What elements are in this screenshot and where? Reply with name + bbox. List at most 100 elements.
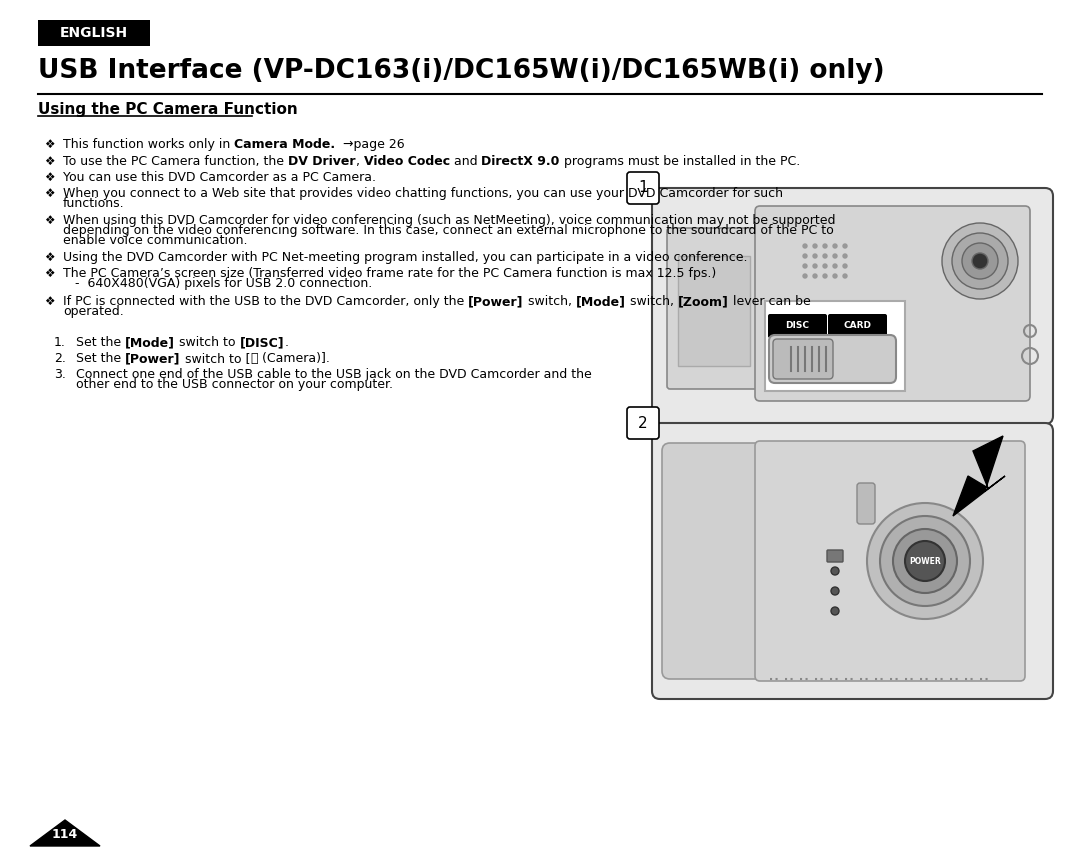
Circle shape xyxy=(804,274,807,278)
Text: →page 26: →page 26 xyxy=(336,138,405,151)
Circle shape xyxy=(813,264,816,268)
Circle shape xyxy=(831,567,839,575)
Text: When using this DVD Camcorder for video conferencing (such as NetMeeting), voice: When using this DVD Camcorder for video … xyxy=(63,214,836,227)
FancyBboxPatch shape xyxy=(773,339,833,379)
Circle shape xyxy=(831,607,839,615)
Circle shape xyxy=(843,274,847,278)
Text: When you connect to a Web site that provides video chatting functions, you can u: When you connect to a Web site that prov… xyxy=(63,187,783,200)
Text: enable voice communication.: enable voice communication. xyxy=(63,234,247,247)
FancyBboxPatch shape xyxy=(769,335,896,383)
Circle shape xyxy=(962,243,998,279)
Text: lever can be: lever can be xyxy=(729,295,810,308)
Text: operated.: operated. xyxy=(63,305,124,318)
FancyBboxPatch shape xyxy=(828,314,887,338)
FancyBboxPatch shape xyxy=(652,188,1053,424)
FancyBboxPatch shape xyxy=(755,206,1030,401)
Text: [Power]: [Power] xyxy=(469,295,524,308)
Text: 1: 1 xyxy=(638,180,648,196)
Circle shape xyxy=(880,516,970,606)
Text: ❖: ❖ xyxy=(44,251,54,264)
Circle shape xyxy=(813,244,816,248)
FancyBboxPatch shape xyxy=(652,423,1053,699)
Text: functions.: functions. xyxy=(63,197,124,210)
Circle shape xyxy=(804,254,807,258)
Text: DirectX 9.0: DirectX 9.0 xyxy=(482,155,559,168)
FancyBboxPatch shape xyxy=(858,483,875,524)
FancyBboxPatch shape xyxy=(678,256,750,366)
Circle shape xyxy=(843,244,847,248)
Text: switch,: switch, xyxy=(524,295,576,308)
Circle shape xyxy=(823,254,827,258)
Text: switch to [: switch to [ xyxy=(180,352,251,365)
Circle shape xyxy=(867,503,983,619)
FancyBboxPatch shape xyxy=(627,407,659,439)
Text: [Zoom]: [Zoom] xyxy=(678,295,729,308)
Text: -  640X480(VGA) pixels for USB 2.0 connection.: - 640X480(VGA) pixels for USB 2.0 connec… xyxy=(63,277,373,290)
Circle shape xyxy=(905,541,945,581)
Text: ❖: ❖ xyxy=(44,214,54,227)
Text: ❖: ❖ xyxy=(44,138,54,151)
Text: .: . xyxy=(284,336,288,349)
Text: ❖: ❖ xyxy=(44,155,54,168)
Circle shape xyxy=(831,587,839,595)
Text: If PC is connected with the USB to the DVD Camcorder, only the: If PC is connected with the USB to the D… xyxy=(63,295,469,308)
Circle shape xyxy=(823,264,827,268)
Text: 3.: 3. xyxy=(54,368,66,381)
Circle shape xyxy=(823,244,827,248)
Circle shape xyxy=(843,254,847,258)
Text: and: and xyxy=(449,155,482,168)
Text: programs must be installed in the PC.: programs must be installed in the PC. xyxy=(559,155,800,168)
Text: [Power]: [Power] xyxy=(125,352,180,365)
Circle shape xyxy=(833,264,837,268)
Text: You can use this DVD Camcorder as a PC Camera.: You can use this DVD Camcorder as a PC C… xyxy=(63,171,376,184)
Circle shape xyxy=(833,254,837,258)
Text: Connect one end of the USB cable to the USB jack on the DVD Camcorder and the: Connect one end of the USB cable to the … xyxy=(76,368,592,381)
Text: The PC Camera’s screen size (Transferred video frame rate for the PC Camera func: The PC Camera’s screen size (Transferred… xyxy=(63,267,716,280)
FancyBboxPatch shape xyxy=(765,301,905,391)
FancyBboxPatch shape xyxy=(627,172,659,204)
Text: 🎥: 🎥 xyxy=(251,352,258,365)
Polygon shape xyxy=(953,436,1005,516)
Text: Video Codec: Video Codec xyxy=(364,155,449,168)
Circle shape xyxy=(833,244,837,248)
FancyBboxPatch shape xyxy=(755,441,1025,681)
Text: ENGLISH: ENGLISH xyxy=(59,26,129,40)
Circle shape xyxy=(843,264,847,268)
Text: USB Interface (VP-DC163(i)/DC165W(i)/DC165WB(i) only): USB Interface (VP-DC163(i)/DC165W(i)/DC1… xyxy=(38,58,885,84)
Text: [Mode]: [Mode] xyxy=(576,295,625,308)
Text: Using the PC Camera Function: Using the PC Camera Function xyxy=(38,102,298,117)
Text: 1.: 1. xyxy=(54,336,66,349)
Circle shape xyxy=(813,254,816,258)
Circle shape xyxy=(823,274,827,278)
Text: This function works only in: This function works only in xyxy=(63,138,234,151)
Text: depending on the video conferencing software. In this case, connect an external : depending on the video conferencing soft… xyxy=(63,224,834,237)
Text: 2.: 2. xyxy=(54,352,66,365)
Circle shape xyxy=(893,529,957,593)
Circle shape xyxy=(804,244,807,248)
Text: DISC: DISC xyxy=(785,321,809,331)
Text: Set the: Set the xyxy=(76,352,125,365)
FancyBboxPatch shape xyxy=(38,20,150,46)
Circle shape xyxy=(951,233,1008,289)
FancyBboxPatch shape xyxy=(667,228,762,389)
Text: Set the: Set the xyxy=(76,336,125,349)
Text: Using the DVD Camcorder with PC Net-meeting program installed, you can participa: Using the DVD Camcorder with PC Net-meet… xyxy=(63,251,747,264)
Circle shape xyxy=(972,253,988,269)
Text: ❖: ❖ xyxy=(44,267,54,280)
Circle shape xyxy=(804,264,807,268)
FancyBboxPatch shape xyxy=(662,443,778,679)
Text: To use the PC Camera function, the: To use the PC Camera function, the xyxy=(63,155,288,168)
Text: [Mode]: [Mode] xyxy=(125,336,175,349)
Text: [DISC]: [DISC] xyxy=(240,336,284,349)
Text: ❖: ❖ xyxy=(44,295,54,308)
FancyBboxPatch shape xyxy=(827,550,843,562)
Text: Camera Mode.: Camera Mode. xyxy=(234,138,336,151)
Polygon shape xyxy=(30,820,100,846)
Text: 2: 2 xyxy=(638,416,648,430)
Circle shape xyxy=(833,274,837,278)
Text: ❖: ❖ xyxy=(44,171,54,184)
Circle shape xyxy=(942,223,1018,299)
FancyBboxPatch shape xyxy=(768,314,827,338)
Text: 114: 114 xyxy=(52,828,78,841)
Text: DV Driver: DV Driver xyxy=(288,155,355,168)
